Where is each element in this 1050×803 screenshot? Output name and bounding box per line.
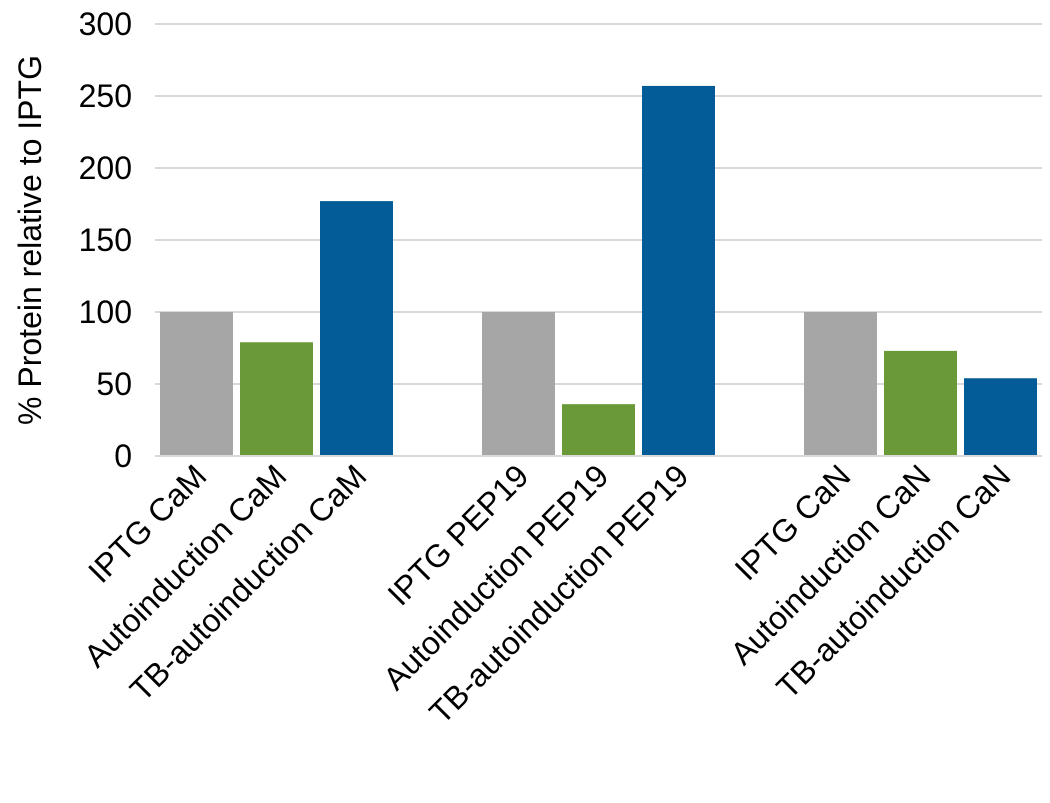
- bar: [642, 85, 715, 457]
- y-tick-label: 100: [79, 294, 132, 330]
- bar: [804, 312, 877, 456]
- gridlines: [155, 23, 1042, 385]
- y-tick-labels: 0 50 100 150 200 250 300: [79, 6, 132, 474]
- y-tick-label: 300: [79, 6, 132, 42]
- y-tick-label: 200: [79, 150, 132, 186]
- y-tick-label: 150: [79, 222, 132, 258]
- bar: [964, 378, 1037, 456]
- bars: [160, 85, 1037, 457]
- y-tick-label: 0: [114, 438, 132, 474]
- y-tick-label: 50: [96, 366, 132, 402]
- bar: [884, 350, 957, 456]
- bar: [482, 312, 555, 456]
- bar: [320, 201, 393, 456]
- y-axis-title: % Protein relative to IPTG: [12, 55, 48, 425]
- bar: [160, 312, 233, 456]
- bar: [240, 342, 313, 456]
- bar: [562, 404, 635, 456]
- y-tick-label: 250: [79, 78, 132, 114]
